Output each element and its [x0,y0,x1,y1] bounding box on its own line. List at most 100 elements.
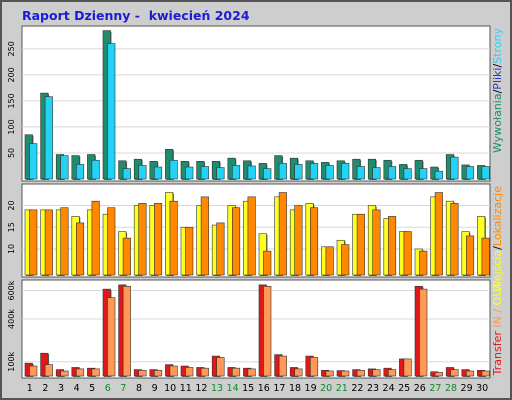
bar-transfer-OUT-26 [419,288,428,377]
bar-entry-exit-Lokalizacje-18 [294,205,303,276]
bar-entry-exit-Lokalizacje-7 [122,237,131,276]
bar-entry-exit-Lokalizacje-19 [309,207,319,276]
bar-transfer-OUT-20 [325,370,334,377]
x-tick-label-30: 30 [476,383,488,394]
bar-hits-Pliki-6 [107,43,116,180]
x-tick-label-27: 27 [429,383,441,394]
bar-hits-Pliki-23 [372,167,381,180]
x-tick-label-9: 9 [152,383,158,394]
x-tick-label-19: 19 [305,383,317,394]
x-tick-label-24: 24 [383,383,395,394]
x-tick-label-5: 5 [89,383,95,394]
y-tick-label-hits-3: 200 [7,67,16,82]
bar-entry-exit-Lokalizacje-17 [278,192,287,276]
bar-hits-Pliki-26 [419,168,428,180]
bar-hits-Pliki-29 [465,166,475,180]
x-tick-label-11: 11 [180,383,192,394]
bar-transfer-OUT-14 [232,367,241,377]
bar-transfer-OUT-30 [481,370,490,377]
bar-hits-Pliki-22 [356,166,365,180]
bar-hits-Pliki-24 [387,166,397,180]
x-tick-label-3: 3 [58,383,64,394]
bar-entry-exit-Lokalizacje-21 [341,244,350,276]
bar-hits-Pliki-18 [294,164,303,180]
bar-hits-Pliki-25 [403,168,412,180]
legend-part-hits-3: / [491,64,504,68]
y-tick-label-entry-exit-1: 15 [7,222,16,232]
x-tick-label-13: 13 [211,383,223,394]
bar-transfer-OUT-24 [387,369,397,377]
bar-hits-Pliki-16 [263,168,272,180]
bar-entry-exit-Lokalizacje-4 [76,222,85,276]
bar-hits-Pliki-4 [76,164,85,180]
bar-hits-Pliki-12 [200,166,209,180]
legend-part-hits-2: Pliki [491,68,504,90]
bar-hits-Pliki-9 [154,166,163,180]
bar-hits-Pliki-28 [450,156,459,180]
y-tick-label-transfer-2: 600k [7,280,16,300]
bar-hits-Pliki-15 [247,165,256,180]
bar-entry-exit-Lokalizacje-13 [216,222,225,276]
x-tick-label-12: 12 [195,383,207,394]
legend-part-transfer-1: IN / [491,309,504,331]
bar-transfer-OUT-29 [465,370,475,377]
x-tick-label-4: 4 [74,383,80,394]
bar-transfer-OUT-13 [216,357,225,377]
legend-part-hits-4: Strony [491,28,504,64]
bar-transfer-OUT-3 [60,370,69,377]
bar-hits-Pliki-13 [216,167,225,180]
panel-entry-exit [21,183,491,278]
bar-transfer-OUT-28 [450,369,459,377]
bar-hits-Pliki-27 [434,170,443,180]
bar-entry-exit-Lokalizacje-5 [91,200,100,276]
bar-entry-exit-Lokalizacje-16 [263,250,272,276]
x-tick-label-25: 25 [398,383,410,394]
bar-transfer-OUT-5 [91,368,100,377]
bar-entry-exit-Lokalizacje-12 [200,196,209,276]
x-tick-label-18: 18 [289,383,301,394]
bar-hits-Pliki-21 [341,163,350,180]
bar-transfer-OUT-18 [294,368,303,377]
x-tick-label-28: 28 [445,383,457,394]
bar-entry-exit-Lokalizacje-22 [356,213,365,276]
y-tick-label-hits-2: 150 [7,93,16,108]
legend-part-hits-1: / [491,89,504,93]
legend-part-entry-exit-2: Lokalizacje [491,186,504,246]
bar-transfer-OUT-1 [29,365,38,377]
y-tick-label-entry-exit-0: 10 [7,244,16,254]
y-tick-label-hits-1: 100 [7,119,16,134]
x-tick-label-29: 29 [461,383,473,394]
x-tick-label-16: 16 [258,383,270,394]
bar-transfer-OUT-11 [185,367,194,377]
bar-hits-Pliki-7 [122,168,131,180]
legend-label-hits: Wywołania/Pliki/Strony [491,28,504,153]
x-tick-label-2: 2 [42,383,48,394]
y-tick-label-entry-exit-2: 20 [7,200,16,210]
x-tick-label-6: 6 [105,383,111,394]
bar-entry-exit-Lokalizacje-1 [29,209,38,276]
x-tick-label-14: 14 [227,383,239,394]
bar-entry-exit-Lokalizacje-8 [138,203,147,276]
bar-transfer-OUT-22 [356,370,365,377]
bar-hits-Pliki-14 [232,165,241,180]
bar-transfer-OUT-10 [169,365,178,377]
bar-transfer-OUT-21 [341,370,350,377]
bar-entry-exit-Lokalizacje-29 [465,235,475,276]
bar-entry-exit-Lokalizacje-28 [450,203,459,276]
bar-entry-exit-Lokalizacje-27 [434,192,443,276]
y-tick-label-hits-4: 250 [7,41,16,56]
bar-entry-exit-Lokalizacje-14 [232,207,241,276]
legend-label-entry-exit: Wejścia/Lokalizacje [491,186,504,292]
x-tick-label-20: 20 [320,383,332,394]
bar-transfer-OUT-2 [44,364,53,377]
legend-part-entry-exit-0: Wejścia [491,250,504,292]
x-tick-label-1: 1 [27,383,33,394]
x-tick-label-15: 15 [242,383,254,394]
bar-entry-exit-Lokalizacje-30 [481,237,490,276]
x-tick-label-8: 8 [136,383,142,394]
y-tick-label-transfer-0: 100k [7,351,16,371]
bar-transfer-OUT-27 [434,372,443,377]
bar-entry-exit-Lokalizacje-2 [44,209,53,276]
x-tick-label-26: 26 [414,383,426,394]
bar-entry-exit-Lokalizacje-9 [154,203,163,276]
